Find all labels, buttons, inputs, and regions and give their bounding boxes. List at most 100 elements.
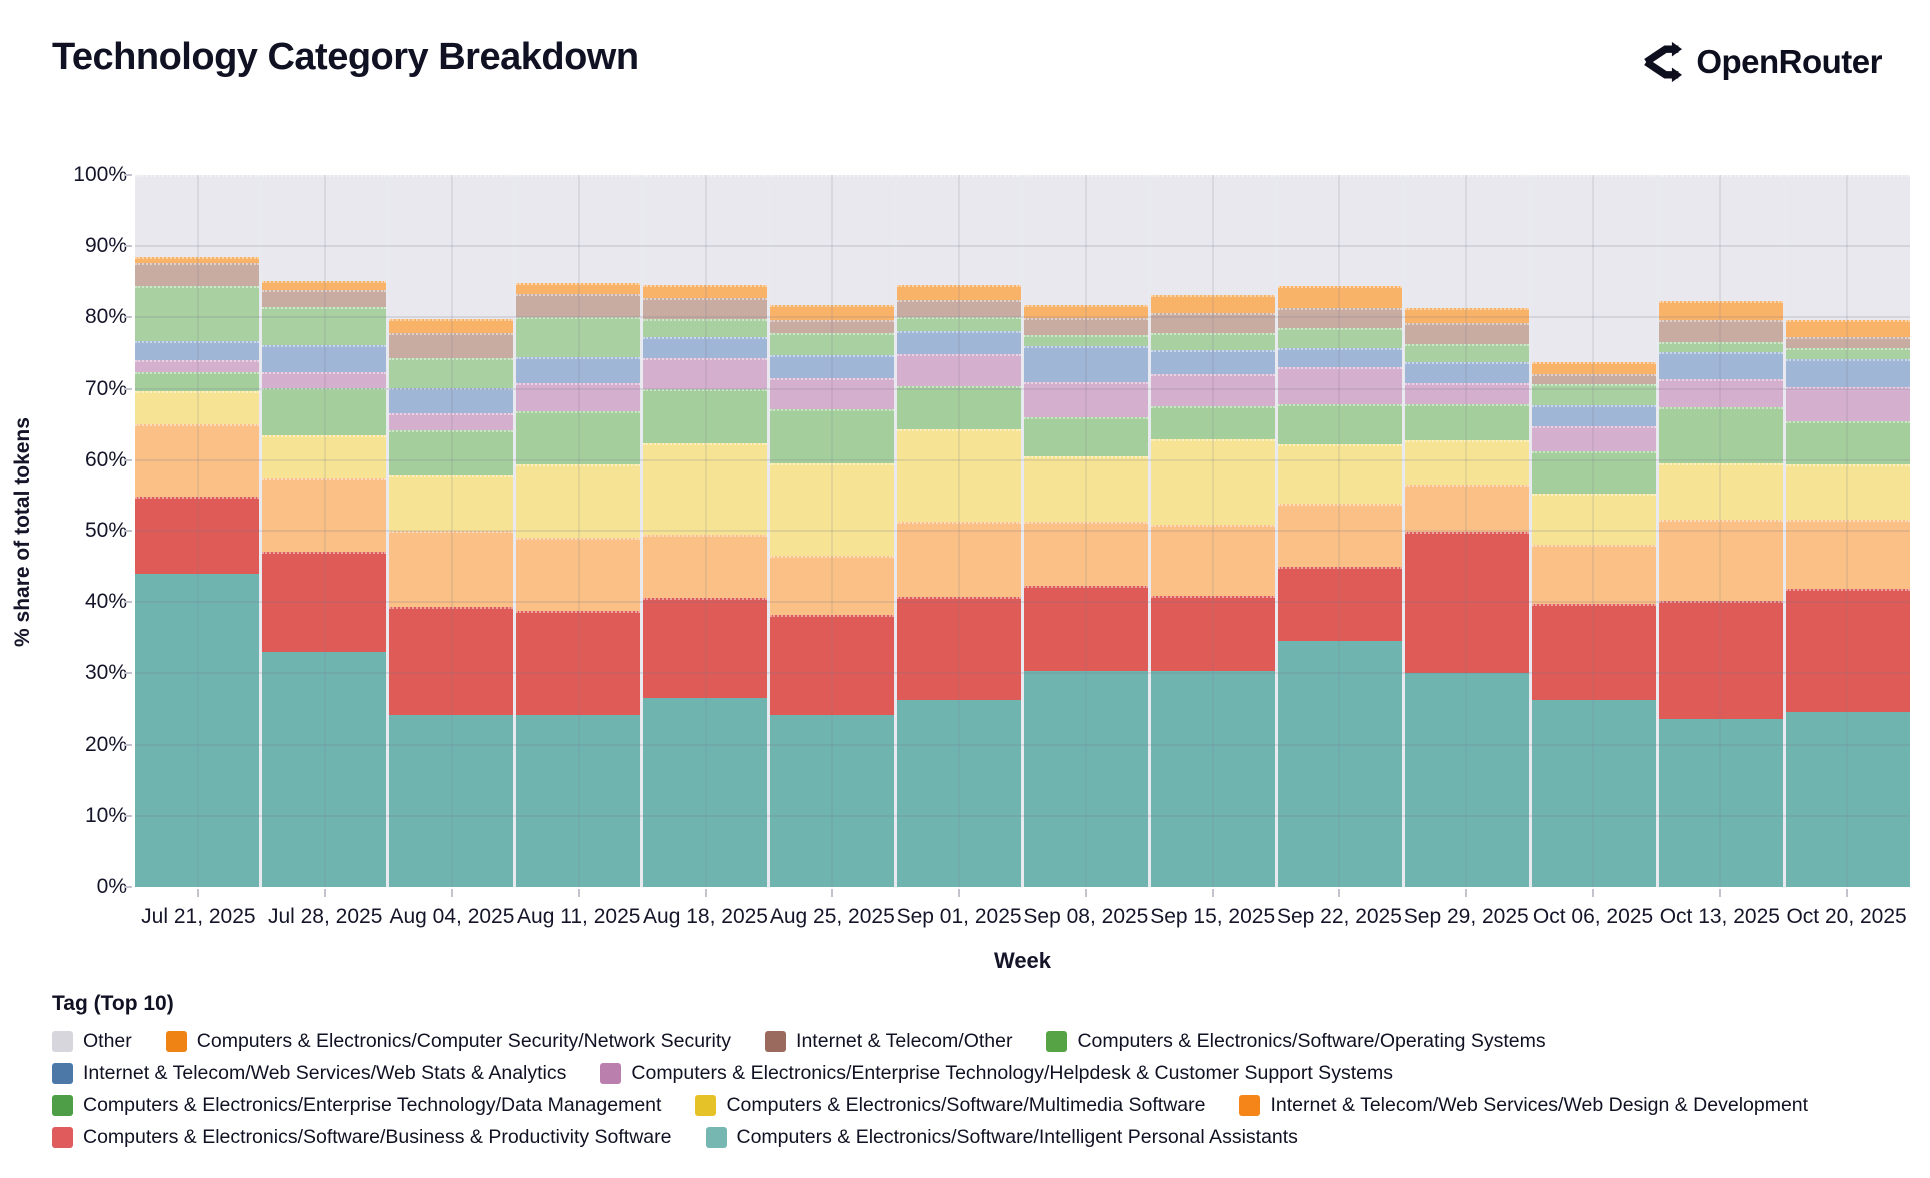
bar-segment[interactable]	[1659, 519, 1783, 601]
bar-segment[interactable]	[1532, 494, 1656, 545]
legend-item[interactable]: Internet & Telecom/Other	[765, 1030, 1012, 1053]
bar-segment[interactable]	[1532, 450, 1656, 494]
bar-segment[interactable]	[897, 330, 1021, 354]
bar-segment[interactable]	[135, 340, 259, 361]
bar-segment[interactable]	[135, 372, 259, 392]
bar-segment[interactable]	[643, 337, 767, 359]
bar-segment[interactable]	[1151, 294, 1275, 314]
bar-segment[interactable]	[262, 372, 386, 388]
bar-segment[interactable]	[1659, 379, 1783, 408]
legend-item[interactable]: Computers & Electronics/Software/Intelli…	[705, 1126, 1298, 1149]
bar-segment[interactable]	[643, 297, 767, 319]
bar-segment[interactable]	[1405, 323, 1529, 344]
bar-segment[interactable]	[897, 429, 1021, 522]
bar-segment[interactable]	[389, 318, 513, 334]
bar-segment[interactable]	[1278, 640, 1402, 887]
bar-segment[interactable]	[643, 534, 767, 598]
bar-segment[interactable]	[516, 356, 640, 383]
bar-segment[interactable]	[770, 333, 894, 356]
bar-segment[interactable]	[389, 531, 513, 608]
bar-segment[interactable]	[516, 283, 640, 294]
bar-segment[interactable]	[1278, 366, 1402, 405]
bar-segment[interactable]	[1532, 425, 1656, 451]
bar-segment[interactable]	[516, 382, 640, 412]
bar-segment[interactable]	[1151, 313, 1275, 334]
bar-segment[interactable]	[1532, 175, 1656, 363]
bar-segment[interactable]	[1278, 404, 1402, 445]
bar-segment[interactable]	[135, 424, 259, 497]
bar-segment[interactable]	[1405, 485, 1529, 533]
bar-segment[interactable]	[1786, 348, 1910, 360]
bar-segment[interactable]	[643, 388, 767, 443]
bar-segment[interactable]	[643, 285, 767, 298]
bar-segment[interactable]	[1786, 336, 1910, 349]
bar-segment[interactable]	[1532, 384, 1656, 406]
bar-segment[interactable]	[1532, 603, 1656, 700]
bar-segment[interactable]	[1151, 595, 1275, 672]
bar-segment[interactable]	[135, 496, 259, 574]
bar-segment[interactable]	[1024, 381, 1148, 418]
bar-segment[interactable]	[1405, 403, 1529, 440]
bar-segment[interactable]	[516, 611, 640, 715]
bar-segment[interactable]	[1659, 320, 1783, 343]
bar-segment[interactable]	[1151, 333, 1275, 351]
bar-segment[interactable]	[897, 175, 1021, 286]
legend-item[interactable]: Computers & Electronics/Software/Operati…	[1046, 1030, 1546, 1053]
bar-segment[interactable]	[1151, 374, 1275, 406]
bar-segment[interactable]	[262, 552, 386, 653]
bar-segment[interactable]	[135, 573, 259, 887]
legend-item[interactable]: Computers & Electronics/Enterprise Techn…	[600, 1062, 1393, 1085]
bar-segment[interactable]	[1405, 673, 1529, 887]
bar-segment[interactable]	[770, 615, 894, 715]
bar-segment[interactable]	[1024, 345, 1148, 382]
bar-segment[interactable]	[1278, 444, 1402, 504]
bar-segment[interactable]	[1278, 328, 1402, 349]
legend-item[interactable]: Other	[52, 1030, 132, 1053]
bar-segment[interactable]	[1786, 464, 1910, 520]
bar-segment[interactable]	[389, 358, 513, 388]
bar-segment[interactable]	[1405, 439, 1529, 486]
bar-segment[interactable]	[389, 714, 513, 887]
bar-segment[interactable]	[770, 305, 894, 321]
bar-segment[interactable]	[770, 377, 894, 410]
bar-segment[interactable]	[262, 652, 386, 887]
bar-segment[interactable]	[389, 333, 513, 359]
bar-segment[interactable]	[1786, 519, 1910, 590]
bar-segment[interactable]	[262, 290, 386, 307]
bar-segment[interactable]	[1151, 175, 1275, 295]
bar-segment[interactable]	[389, 412, 513, 430]
bar-segment[interactable]	[1278, 566, 1402, 641]
bar-segment[interactable]	[516, 293, 640, 317]
bar-segment[interactable]	[897, 299, 1021, 318]
bar-segment[interactable]	[516, 411, 640, 465]
bar-segment[interactable]	[389, 175, 513, 319]
brand-logo[interactable]: OpenRouter	[1638, 40, 1882, 84]
bar-segment[interactable]	[1278, 503, 1402, 567]
bar-segment[interactable]	[1151, 405, 1275, 440]
bar-segment[interactable]	[1278, 175, 1402, 287]
bar-segment[interactable]	[1278, 286, 1402, 308]
bar-segment[interactable]	[262, 175, 386, 282]
bar-segment[interactable]	[1278, 307, 1402, 329]
bar-segment[interactable]	[516, 538, 640, 612]
bar-segment[interactable]	[643, 318, 767, 338]
bar-segment[interactable]	[1024, 304, 1148, 319]
bar-segment[interactable]	[770, 355, 894, 378]
bar-segment[interactable]	[1024, 334, 1148, 346]
bar-segment[interactable]	[262, 345, 386, 373]
bar-segment[interactable]	[516, 464, 640, 539]
bar-segment[interactable]	[1786, 359, 1910, 387]
bar-segment[interactable]	[897, 317, 1021, 331]
bar-segment[interactable]	[1786, 386, 1910, 422]
legend-item[interactable]: Computers & Electronics/Computer Securit…	[165, 1030, 731, 1053]
bar-segment[interactable]	[897, 521, 1021, 597]
bar-segment[interactable]	[1659, 352, 1783, 380]
bar-segment[interactable]	[262, 434, 386, 479]
bar-segment[interactable]	[389, 429, 513, 475]
bar-segment[interactable]	[516, 714, 640, 887]
bar-segment[interactable]	[770, 409, 894, 464]
bar-segment[interactable]	[1151, 439, 1275, 525]
bar-segment[interactable]	[1024, 671, 1148, 887]
bar-segment[interactable]	[262, 281, 386, 291]
bar-segment[interactable]	[262, 387, 386, 435]
